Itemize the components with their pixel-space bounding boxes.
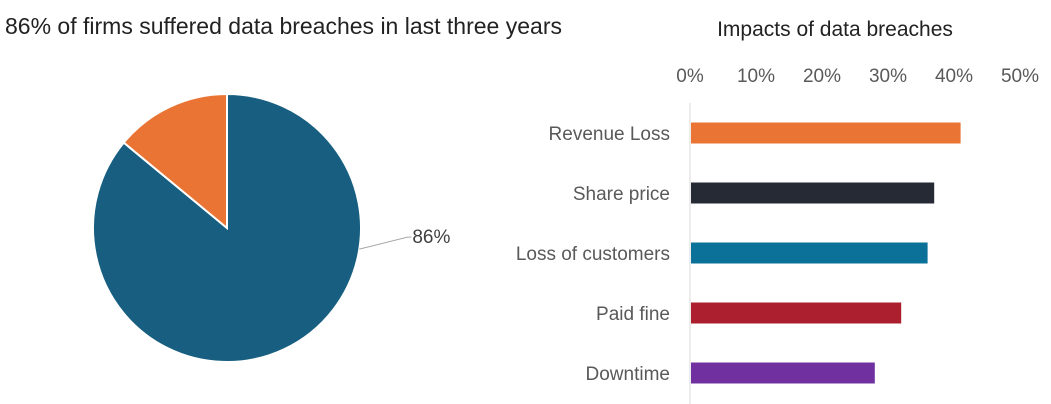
- bar-chart: Impacts of data breaches 0% 10% 20% 30% 40% 5…: [516, 18, 1039, 404]
- category-label: Revenue Loss: [549, 124, 670, 145]
- bar: [691, 362, 875, 384]
- x-tick-label: 30%: [869, 66, 907, 87]
- bar: [691, 302, 902, 324]
- bar: [691, 122, 961, 144]
- pie-chart: 86% of firms suffered data breaches in l…: [5, 13, 562, 363]
- category-label: Downtime: [586, 364, 670, 385]
- pie-slice: [122, 92, 228, 231]
- bar: [691, 182, 935, 204]
- category-label: Paid fine: [596, 304, 670, 325]
- bar: [691, 242, 928, 264]
- bar-chart-title: Impacts of data breaches: [717, 18, 953, 41]
- pie-slice-label: 86%: [412, 227, 450, 248]
- x-tick-label: 20%: [803, 66, 841, 87]
- x-tick-label: 0%: [676, 66, 704, 87]
- pie-leader-line: [359, 236, 412, 250]
- category-label: Loss of customers: [516, 244, 670, 265]
- x-tick-label: 10%: [737, 66, 775, 87]
- pie-chart-title: 86% of firms suffered data breaches in l…: [5, 13, 562, 39]
- category-label: Share price: [573, 184, 670, 205]
- x-tick-label: 50%: [1001, 66, 1039, 87]
- x-tick-label: 40%: [935, 66, 973, 87]
